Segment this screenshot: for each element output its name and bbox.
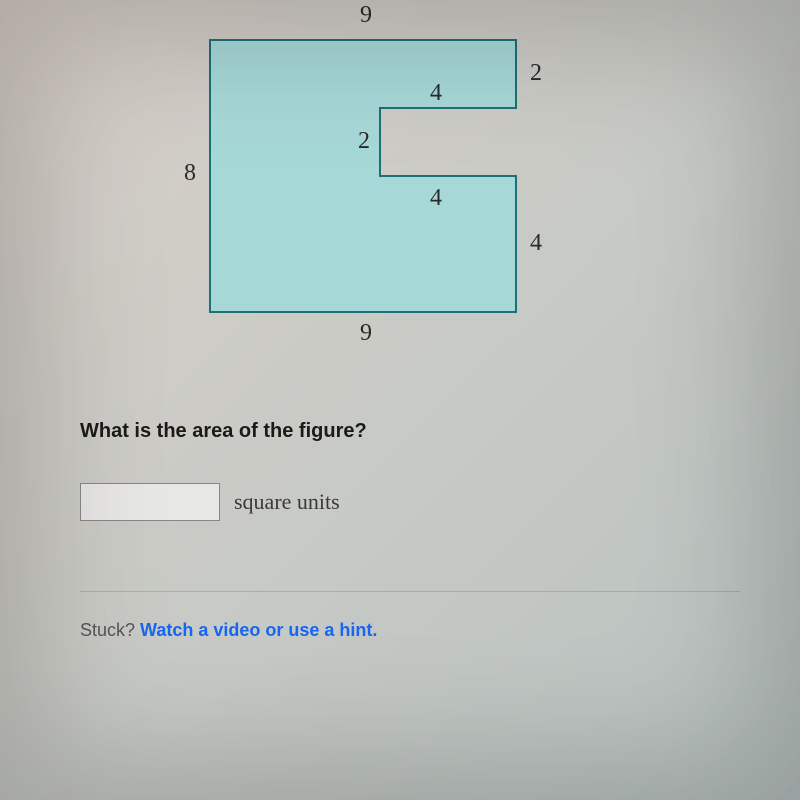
answer-input[interactable] (80, 483, 220, 521)
section-divider (80, 591, 740, 592)
dim-label-notch-bottom-4: 4 (430, 185, 442, 212)
dim-label-top-9: 9 (360, 2, 372, 29)
question-area: What is the area of the figure? square u… (80, 420, 740, 641)
dim-label-left-8: 8 (184, 160, 196, 187)
question-prompt: What is the area of the figure? (80, 420, 740, 443)
figure-svg (160, 10, 580, 370)
dim-label-bottom-9: 9 (360, 320, 372, 347)
diagram-area: 9 2 4 2 8 4 4 9 (0, 0, 800, 400)
answer-row: square units (80, 483, 740, 521)
stuck-label: Stuck? (80, 620, 140, 640)
units-label: square units (234, 489, 340, 515)
dim-label-notch-top-4: 4 (430, 80, 442, 107)
stuck-row: Stuck? Watch a video or use a hint. (80, 620, 740, 641)
dim-label-right-upper-2: 2 (530, 60, 542, 87)
dim-label-right-lower-4: 4 (530, 230, 542, 257)
hint-link[interactable]: Watch a video or use a hint. (140, 620, 377, 640)
figure-polygon (210, 40, 516, 312)
dim-label-notch-left-2: 2 (358, 128, 370, 155)
